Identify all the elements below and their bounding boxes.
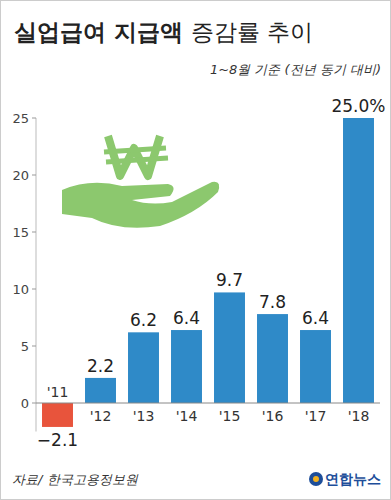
logo-mark [309, 472, 323, 486]
data-label: 6.4 [173, 308, 200, 328]
tick [32, 346, 36, 347]
category-label: '13 [133, 408, 155, 424]
tick-label: 20 [12, 168, 29, 183]
bar [257, 314, 288, 403]
baseline [36, 403, 380, 404]
category-label: '15 [219, 408, 241, 424]
source: 자료/ 한국고용정보원 [12, 472, 139, 487]
category-label: '16 [262, 408, 284, 424]
data-label: 25.0% [331, 96, 385, 116]
tick-label: 0 [21, 396, 29, 411]
title: 실업급여 지급액 증감률 추이 [14, 19, 313, 45]
bar [343, 118, 374, 403]
bar [300, 330, 331, 403]
data-label: 7.8 [259, 292, 286, 312]
bar [171, 330, 202, 403]
data-label: −2.1 [37, 430, 78, 450]
category-label: '11 [47, 384, 69, 400]
tick [32, 118, 36, 119]
icon [62, 136, 219, 228]
tick-label: 15 [12, 225, 29, 240]
tick-label: 5 [21, 339, 29, 354]
title-part: 실업급여 지급액 [14, 19, 191, 45]
logo-mark [313, 476, 319, 482]
bar [42, 403, 73, 427]
tick [32, 403, 36, 404]
won-sign [108, 136, 160, 176]
subtitle: 1~8월 기준 (전년 동기 대비) [210, 62, 381, 77]
data-label: 2.2 [87, 356, 114, 376]
bars [42, 118, 374, 427]
tick-label: 10 [12, 282, 29, 297]
hand [62, 182, 219, 228]
data-label: 9.7 [216, 270, 243, 290]
tick [32, 175, 36, 176]
bar [214, 292, 245, 403]
title-part: 증감률 추이 [191, 19, 313, 45]
category-label: '12 [90, 408, 112, 424]
credit: 연합뉴스 [325, 471, 381, 487]
data-label: 6.4 [302, 308, 329, 328]
bar [128, 332, 159, 403]
data-label: 6.2 [130, 310, 157, 330]
background [1, 1, 391, 500]
won-sign [106, 158, 168, 162]
chart: 실업급여 지급액 증감률 추이 1~8월 기준 (전년 동기 대비) 0 5 10 15 2… [0, 0, 391, 500]
category-label: '17 [305, 408, 327, 424]
won-sign [104, 148, 166, 152]
category-label: '14 [176, 408, 198, 424]
tick-label: 25 [12, 111, 29, 126]
category-label: '18 [348, 408, 370, 424]
tick [32, 232, 36, 233]
bar [85, 378, 116, 403]
tick [32, 289, 36, 290]
y-axis [36, 118, 37, 432]
